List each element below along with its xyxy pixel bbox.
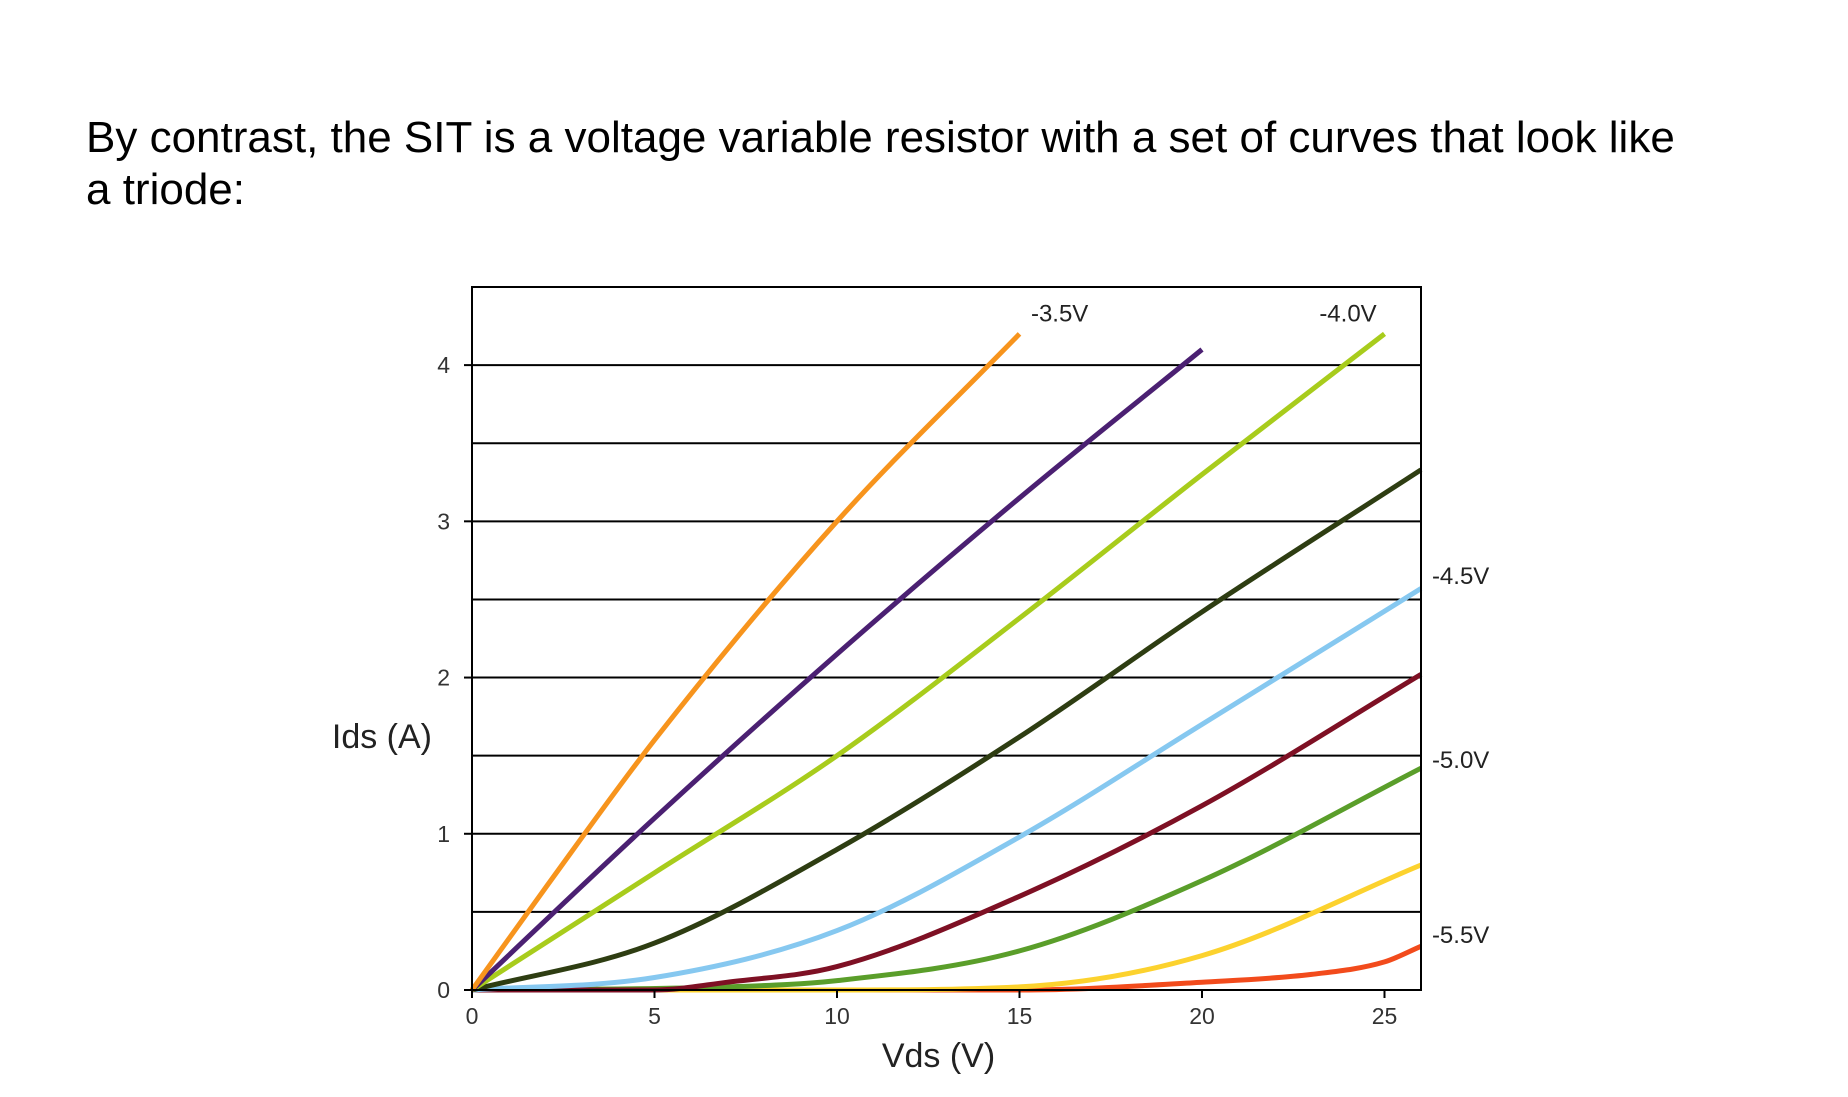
x-tick-label: 25 (1372, 1003, 1398, 1029)
x-tick-label: 10 (824, 1003, 850, 1029)
curve-label: -3.5V (1031, 300, 1088, 327)
y-tick-label: 4 (437, 352, 450, 378)
curve-line-4 (471, 467, 1423, 993)
curves (469, 331, 1423, 993)
curve-line-6 (472, 672, 1423, 993)
curve-line-2 (470, 347, 1204, 992)
curve-label: -5.0V (1432, 747, 1489, 774)
x-tick-label: 15 (1007, 1003, 1033, 1029)
ticks: 0 1 2 3 4 0 5 10 15 20 25 (437, 352, 1397, 1029)
curve-labels: -3.5V -4.0V -4.5V -5.0V -5.5V (1031, 300, 1489, 949)
x-tick-label: 5 (648, 1003, 661, 1029)
x-tick-label: 0 (466, 1003, 479, 1029)
y-tick-label: 3 (437, 508, 450, 534)
curve-line-1 (469, 332, 1022, 992)
y-tick-label: 1 (437, 821, 450, 847)
curve-label: -5.5V (1432, 922, 1489, 949)
curve-label: -4.5V (1432, 563, 1489, 590)
gridlines (472, 364, 1421, 913)
x-axis-label: Vds (V) (882, 1037, 995, 1075)
y-axis-label: Ids (A) (332, 718, 432, 756)
x-tick-label: 20 (1189, 1003, 1215, 1029)
curve-line-5 (471, 586, 1423, 993)
plot-frame (471, 286, 1422, 991)
y-tick-label: 0 (437, 977, 450, 1003)
curve-label: -4.0V (1319, 300, 1376, 327)
y-tick-label: 2 (437, 665, 450, 691)
slide-text: By contrast, the SIT is a voltage variab… (86, 113, 1675, 214)
curve-line-3 (470, 331, 1387, 993)
